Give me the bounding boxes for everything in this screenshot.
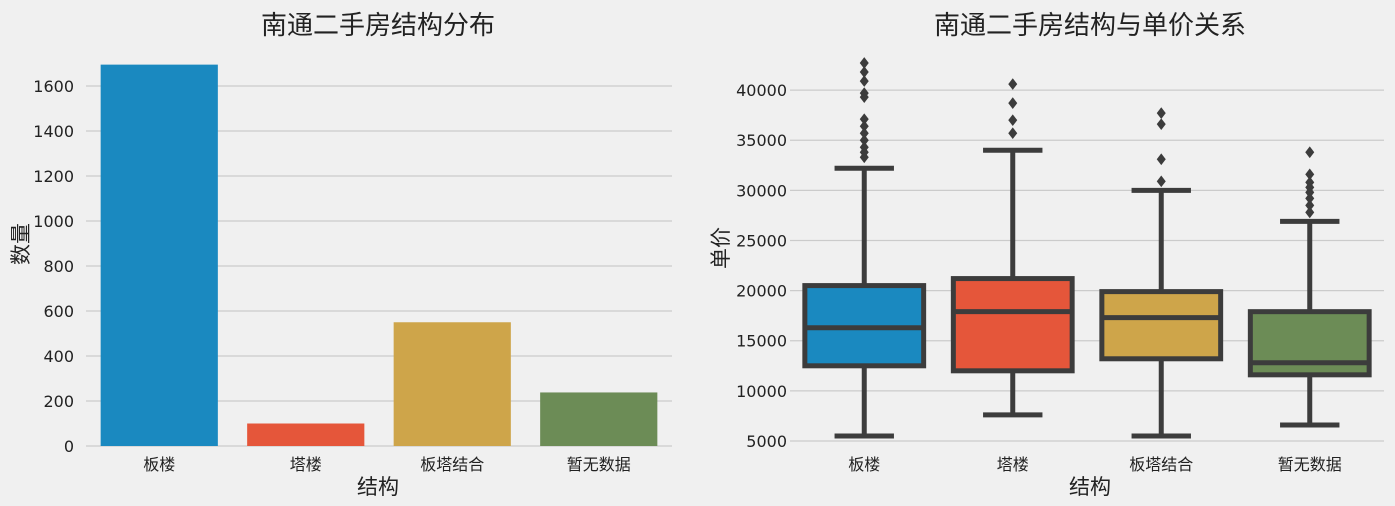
box-chart-outlier	[1156, 107, 1166, 120]
bar-chart-bar	[100, 64, 218, 446]
box-chart-outlier	[1305, 192, 1315, 205]
bar-chart-x-tick-label: 塔楼	[290, 455, 322, 474]
box-chart-outlier	[1305, 176, 1315, 189]
bar-chart-bars	[100, 64, 658, 446]
box-chart-outlier	[859, 134, 869, 147]
box-chart: 南通二手房结构与单价关系 5000 10000 15000 20000 25000 300…	[709, 11, 1384, 499]
box-chart-outlier	[1008, 114, 1018, 127]
box-chart-outlier	[1305, 146, 1315, 159]
box-chart-box	[950, 276, 1075, 374]
box-chart-gridlines	[790, 89, 1384, 442]
box-chart-outlier	[859, 87, 869, 99]
box-chart-outlier	[859, 127, 869, 140]
box-chart-outlier	[859, 66, 869, 78]
bar-chart-y-tick-label: 600	[43, 302, 74, 321]
bar-chart: 南通二手房结构分布 02004006008001000120014001600 …	[9, 11, 672, 499]
box-chart-y-tick-label: 5000	[746, 432, 787, 451]
bar-chart-y-axis-label: 数量	[9, 223, 33, 265]
box-chart-x-axis-label: 结构	[1069, 475, 1111, 499]
box-chart-outlier	[1305, 206, 1315, 219]
box-chart-outlier	[1008, 127, 1018, 140]
box-chart-outlier	[859, 120, 869, 133]
bar-chart-y-tick-label: 0	[64, 437, 74, 456]
bar-chart-bar	[247, 423, 365, 446]
box-chart-y-ticks: 5000 10000 15000 20000 25000 30000 35000 40000	[736, 81, 787, 451]
box-chart-outlier	[1156, 153, 1166, 166]
bar-chart-x-tick-label: 板楼	[143, 455, 175, 474]
box-chart-y-tick-label: 20000	[736, 282, 787, 301]
bar-chart-x-ticks: 板楼 塔楼 板塔结合 暂无数据	[143, 455, 631, 474]
box-chart-y-tick-label: 10000	[736, 382, 787, 401]
box-chart-x-tick-label: 板楼	[848, 455, 880, 474]
box-chart-x-ticks: 板楼 塔楼 板塔结合 暂无数据	[848, 455, 1342, 474]
box-chart-boxes	[802, 57, 1372, 439]
bar-chart-y-tick-label: 800	[43, 257, 74, 276]
bar-chart-y-tick-label: 1200	[33, 167, 74, 186]
bar-chart-bar	[540, 392, 658, 446]
box-chart-outlier	[859, 113, 869, 126]
box-chart-x-tick-label: 塔楼	[997, 455, 1029, 474]
box-chart-outlier	[1156, 118, 1166, 131]
box-chart-box	[1099, 289, 1224, 362]
box-chart-x-tick-label: 板塔结合	[1129, 455, 1193, 474]
bar-chart-y-tick-label: 1600	[33, 77, 74, 96]
box-chart-y-tick-label: 15000	[736, 332, 787, 351]
box-chart-outlier	[859, 75, 869, 87]
box-chart-outlier	[1008, 78, 1018, 90]
box-chart-outlier	[859, 57, 869, 69]
bar-chart-title: 南通二手房结构分布	[261, 11, 495, 41]
box-chart-x-tick-label: 暂无数据	[1278, 455, 1342, 474]
box-chart-box	[1247, 309, 1372, 378]
bar-chart-x-tick-label: 暂无数据	[567, 455, 631, 474]
bar-chart-y-tick-label: 200	[43, 392, 74, 411]
box-chart-y-tick-label: 40000	[736, 81, 787, 100]
box-chart-y-tick-label: 30000	[736, 181, 787, 200]
bar-chart-y-tick-label: 1400	[33, 122, 74, 141]
box-chart-outlier	[1305, 199, 1315, 212]
bar-chart-y-ticks: 0 200 400 600 800 1000 1200 1400 1600	[33, 77, 74, 456]
bar-chart-bar	[393, 322, 511, 446]
bar-chart-x-tick-label: 板塔结合	[420, 455, 484, 474]
bar-chart-x-axis-label: 结构	[357, 475, 399, 499]
box-chart-outlier	[859, 141, 869, 154]
box-chart-y-tick-label: 25000	[736, 231, 787, 250]
box-chart-outlier	[1008, 97, 1018, 109]
box-chart-title: 南通二手房结构与单价关系	[934, 11, 1246, 41]
bar-chart-y-tick-label: 400	[43, 347, 74, 366]
box-chart-outlier	[1305, 168, 1315, 181]
box-chart-y-tick-label: 35000	[736, 131, 787, 150]
box-chart-outlier	[1156, 175, 1166, 188]
bar-chart-y-tick-label: 1000	[33, 212, 74, 231]
box-chart-y-axis-label: 单价	[709, 227, 733, 269]
